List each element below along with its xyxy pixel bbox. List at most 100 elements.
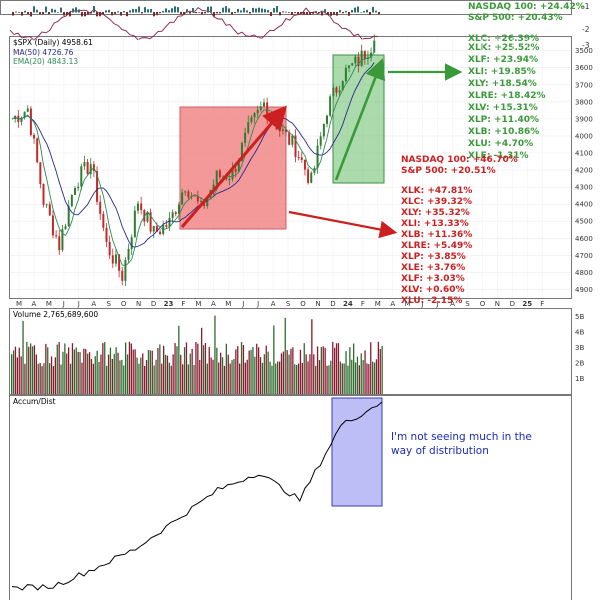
top-strip-bar — [264, 9, 266, 13]
green-list-item: XLRE: +18.42% — [468, 91, 546, 101]
volume-bar — [20, 356, 22, 394]
volume-bar — [381, 345, 383, 394]
price-candle-body — [152, 225, 155, 232]
price-candle-body — [146, 212, 149, 222]
price-candle-body — [370, 52, 373, 58]
date-label: 24 — [343, 300, 353, 308]
top-strip-bar — [276, 6, 278, 13]
price-candle-body — [187, 191, 190, 198]
volume-bar — [47, 347, 49, 394]
top-strip-bar — [147, 9, 149, 13]
top-strip-bar — [300, 12, 302, 15]
volume-bar — [168, 362, 170, 394]
green-list-item: XLI: +19.85% — [468, 67, 536, 77]
price-candle-body — [259, 106, 262, 110]
price-candle-body — [42, 184, 45, 205]
top-strip-bar — [36, 9, 38, 13]
volume-bar — [334, 347, 336, 394]
top-strip-bar — [285, 11, 287, 13]
volume-bar — [366, 363, 368, 394]
volume-bar — [265, 345, 267, 394]
top-strip-bar — [60, 7, 62, 13]
volume-bar — [297, 363, 300, 394]
date-label: F — [361, 300, 365, 308]
price-candle-body — [326, 115, 328, 124]
volume-bar — [11, 354, 13, 394]
price-candle-body — [307, 169, 310, 183]
top-strip-bar — [102, 12, 104, 15]
date-label: J — [77, 300, 80, 308]
price-y-tick: 4700 — [575, 252, 593, 260]
volume-bar — [267, 351, 269, 394]
volume-bar — [259, 357, 262, 394]
price-candle-body — [70, 194, 73, 207]
top-strip-bar — [258, 7, 260, 13]
red-list-item: XLU: -2.15% — [401, 296, 462, 306]
price-candle-body — [341, 81, 344, 91]
top-strip-bar — [132, 8, 134, 13]
top-strip-tick: -2 — [582, 25, 590, 34]
price-candle-body — [335, 87, 338, 93]
date-label: M — [195, 300, 201, 308]
top-strip-tick: -1 — [582, 2, 590, 11]
price-candle-body — [80, 166, 83, 187]
top-strip-bar — [57, 12, 59, 13]
price-candle-body — [253, 113, 256, 118]
date-label: J — [62, 300, 65, 308]
volume-bar — [221, 357, 224, 394]
volume-bar — [187, 364, 189, 394]
price-candle-body — [177, 204, 180, 215]
top-strip-bar — [312, 12, 314, 14]
ma50-line — [11, 62, 375, 248]
date-label: S — [465, 300, 470, 308]
price-candle-body — [357, 56, 360, 66]
price-candle-body — [275, 121, 278, 130]
price-candle-body — [316, 145, 319, 169]
volume-bar — [12, 350, 15, 394]
price-candle-body — [48, 204, 51, 216]
price-candle-body — [140, 203, 143, 211]
volume-bar — [360, 353, 362, 394]
volume-bar — [39, 362, 41, 394]
price-candle-body — [77, 186, 80, 189]
date-label: N — [315, 300, 320, 308]
volume-bar — [100, 354, 102, 394]
volume-bar — [320, 346, 322, 394]
top-strip-bar — [156, 12, 158, 16]
price-candle-body — [234, 168, 237, 172]
top-strip-bar — [111, 12, 113, 16]
price-y-tick: 3600 — [575, 64, 593, 72]
green-list-header: XLC: +26.39% — [468, 34, 539, 44]
volume-bar — [335, 343, 338, 394]
volume-bar — [79, 352, 81, 394]
price-candle-body — [212, 184, 215, 190]
volume-bar — [370, 342, 372, 394]
volume-bar — [309, 354, 311, 394]
red-list-item: XLB: +11.36% — [401, 230, 472, 240]
price-candle-body — [155, 225, 158, 232]
price-candle-body — [184, 191, 187, 193]
price-candle-body — [29, 108, 32, 135]
volume-bar — [136, 357, 138, 394]
top-strip-bar — [288, 12, 290, 13]
top-strip-bar — [135, 9, 137, 13]
volume-bar — [353, 343, 355, 394]
top-strip-bar — [345, 10, 347, 13]
volume-bar — [282, 351, 284, 394]
volume-bar — [273, 325, 275, 394]
volume-bar — [35, 354, 37, 394]
price-y-tick: 4300 — [575, 184, 593, 192]
price-candle-body — [165, 225, 168, 227]
top-strip-bar — [369, 12, 371, 16]
price-candle-body — [303, 159, 306, 170]
top-strip-bar — [225, 6, 227, 13]
price-candle-body — [240, 142, 243, 161]
top-strip-bar — [348, 12, 350, 16]
volume-bar — [96, 350, 98, 394]
top-strip-bar — [333, 12, 335, 15]
volume-bar — [130, 343, 132, 394]
top-strip-bar — [138, 6, 140, 13]
volume-y-axis: 5B 4B 3B 2B 1B — [575, 313, 584, 383]
top-strip-bar — [237, 8, 239, 13]
